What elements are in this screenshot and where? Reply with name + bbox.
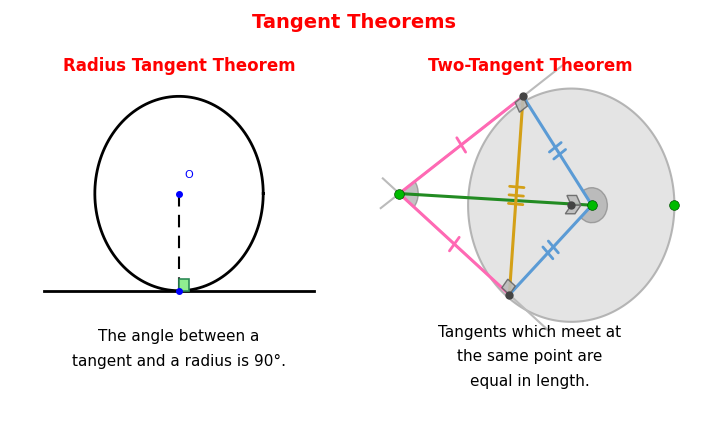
Polygon shape — [565, 205, 581, 214]
Text: Tangents which meet at
the same point are
equal in length.: Tangents which meet at the same point ar… — [438, 325, 622, 389]
Polygon shape — [179, 279, 189, 291]
Polygon shape — [567, 195, 581, 205]
Text: O: O — [184, 170, 193, 180]
Text: The angle between a
tangent and a radius is 90°.: The angle between a tangent and a radius… — [72, 329, 286, 369]
Text: Tangent Theorems: Tangent Theorems — [252, 13, 457, 32]
Polygon shape — [502, 279, 515, 295]
Text: Radius Tangent Theorem: Radius Tangent Theorem — [62, 57, 296, 76]
Polygon shape — [515, 96, 527, 112]
Wedge shape — [399, 181, 418, 207]
Wedge shape — [581, 188, 608, 222]
Polygon shape — [468, 89, 674, 322]
Text: Two-Tangent Theorem: Two-Tangent Theorem — [428, 57, 632, 76]
